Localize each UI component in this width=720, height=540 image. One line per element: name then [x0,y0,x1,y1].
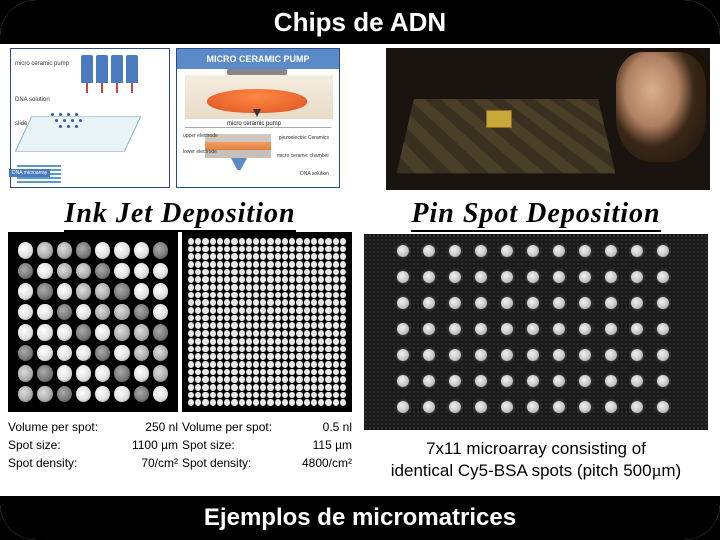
pump-header: MICRO CERAMIC PUMP [177,49,339,69]
slide-title: Chips de ADN [274,7,446,37]
sch-upper: upper electrode [183,134,218,139]
specs-large: Volume per spot: 250 nl Spot size: 1100 µm… [8,418,178,472]
s-vol-label: Volume per spot: [182,418,272,436]
legend-label: DNA microarray [9,169,50,177]
pinspot-image [364,234,708,430]
content-area: micro ceramic pump DNA solution slide gl… [0,44,720,496]
pump-icons [81,55,138,83]
sch-lower: lower electrode [183,150,217,155]
panel-inkjet: Ink Jet Deposition Volume per spot:250 n… [6,194,354,492]
diagram-ceramic-pump: MICRO CERAMIC PUMP micro ceramic pump up… [176,48,340,188]
footer-bar: Ejemplos de micromatrices [0,496,720,540]
s-dens-label: Spot density: [182,454,251,472]
pinspot-line1: 7x11 microarray consisting of [426,439,646,458]
slide: Chips de ADN micro ceramic pump DNA solu… [0,0,720,540]
inkjet-images [6,232,354,412]
inkjet-title: Ink Jet Deposition [6,194,354,232]
s-size-label: Spot size: [182,436,235,454]
inkjet-small-spots-image [182,232,352,412]
l-vol-value: 250 nl [145,418,178,436]
slide-footer: Ejemplos de micromatrices [204,504,516,531]
sch-dna: DNA solution [300,172,329,177]
l-vol-label: Volume per spot: [8,418,98,436]
bottom-row: Ink Jet Deposition Volume per spot:250 n… [0,194,720,496]
pump-top [227,69,287,75]
top-row: micro ceramic pump DNA solution slide gl… [0,44,720,194]
inkjet-large-spots-image [8,232,178,412]
l-dens-label: Spot density: [8,454,77,472]
pinspot-line2b: m) [661,461,681,480]
diagram-microarray-schematic: micro ceramic pump DNA solution slide gl… [10,48,170,188]
nozzle-icon [253,109,261,117]
pump-schematic: upper electrode lower electrode piezoele… [185,127,331,183]
l-dens-value: 70/cm² [141,454,178,472]
specs-small: Volume per spot:0.5 nl Spot size:115 µm … [182,418,352,472]
s-size-value: 115 µm [313,436,352,454]
mu-symbol: µ [652,461,662,480]
inkjet-specs: Volume per spot:250 nl Spot size:1100 µm… [6,412,354,472]
label-pump: micro ceramic pump [15,61,69,67]
l-size-value: 1100 µm [132,436,178,454]
photo-robot-spotter [386,48,710,190]
s-dens-value: 4800/cm² [302,454,352,472]
pinspot-title: Pin Spot Deposition [358,194,714,232]
label-dna: DNA solution [15,97,50,103]
l-size-label: Spot size: [8,436,61,454]
sch-chamber: micro ceramic chamber [277,154,329,159]
panel-pinspot: Pin Spot Deposition 7x11 microarray cons… [358,194,714,492]
s-vol-value: 0.5 nl [323,418,352,436]
pinspot-caption: 7x11 microarray consisting of identical … [358,430,714,482]
dots [51,113,111,143]
pinspot-line2a: identical Cy5-BSA spots (pitch 500 [391,461,652,480]
title-bar: Chips de ADN [0,0,720,44]
sch-piezo: piezoelectric Ceramics [279,136,329,141]
